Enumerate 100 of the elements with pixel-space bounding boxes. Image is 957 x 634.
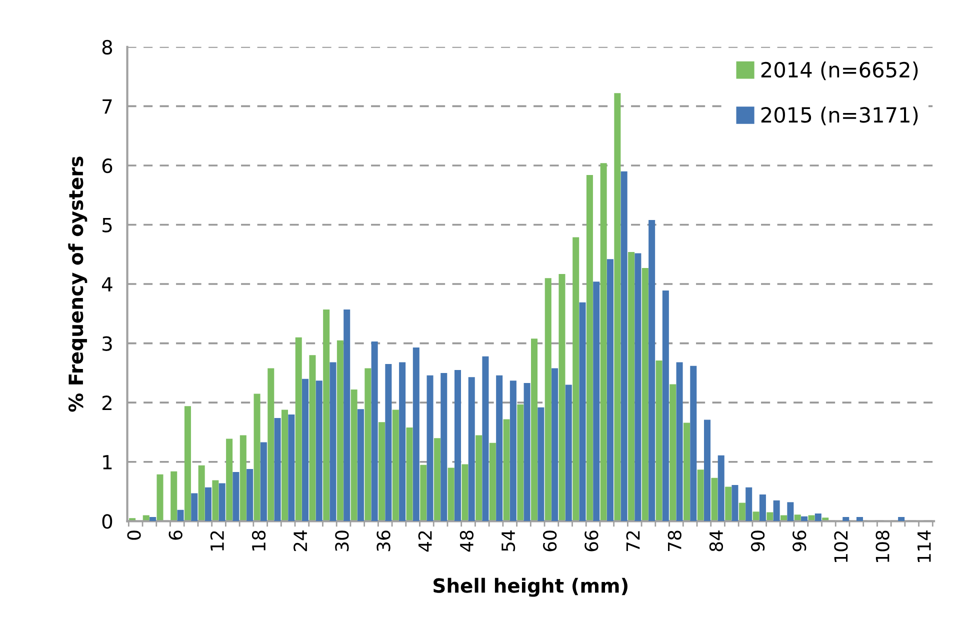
bar — [704, 420, 711, 522]
bar — [156, 474, 164, 522]
bar — [399, 362, 406, 522]
bar — [357, 409, 364, 522]
bar — [517, 404, 524, 522]
bar — [170, 471, 178, 522]
x-tick-label: 24 — [294, 530, 307, 552]
bar — [670, 384, 676, 522]
y-tick-label: 6 — [102, 158, 112, 174]
bar — [454, 370, 461, 522]
y-tick-label: 3 — [102, 336, 112, 351]
bar — [683, 422, 690, 522]
bar — [489, 442, 496, 522]
x-tick-label: 6 — [168, 530, 182, 540]
bar — [378, 422, 386, 522]
bar — [606, 259, 614, 522]
bar — [392, 410, 399, 522]
y-tick-label: 1 — [103, 455, 112, 470]
bar — [690, 366, 697, 522]
bar — [434, 438, 440, 522]
y-tick-label: 7 — [102, 99, 112, 114]
bar — [336, 340, 344, 522]
y-tick-label: 0 — [102, 514, 112, 529]
x-tick-label: 12 — [210, 531, 224, 550]
bar — [476, 435, 482, 522]
bar — [420, 464, 427, 522]
bar — [634, 253, 642, 522]
bar — [600, 163, 607, 522]
bar — [620, 171, 628, 522]
x-tick-label: 36 — [376, 530, 390, 552]
bar — [565, 384, 572, 522]
bar — [330, 362, 336, 522]
x-tick-label: 72 — [626, 531, 640, 551]
bar — [558, 274, 566, 522]
bar — [856, 517, 863, 522]
x-tick-label: 30 — [335, 530, 349, 552]
bar — [240, 435, 246, 522]
x-tick-label: 18 — [252, 530, 266, 550]
bar — [725, 486, 732, 522]
x-tick-label: 114 — [918, 530, 931, 562]
bar — [842, 517, 850, 522]
y-tick-label: 2 — [102, 396, 112, 410]
bar — [503, 419, 510, 522]
x-tick-label: 84 — [709, 530, 724, 552]
bar — [184, 406, 191, 522]
bar — [538, 407, 544, 522]
bar — [524, 383, 530, 522]
bar — [344, 310, 350, 522]
bar — [426, 375, 434, 522]
bar — [531, 338, 538, 522]
bar — [552, 368, 558, 522]
bar — [898, 517, 905, 522]
x-tick-label: 102 — [834, 531, 848, 562]
y-axis-title: % Frequency of oysters — [68, 156, 88, 412]
bar — [371, 342, 378, 522]
bar — [274, 418, 281, 522]
bar — [448, 468, 454, 522]
bar — [412, 347, 420, 522]
bar — [614, 93, 621, 522]
bar — [288, 414, 295, 522]
bar — [440, 372, 448, 522]
bar — [711, 478, 718, 522]
bar — [482, 356, 489, 522]
bar — [697, 470, 704, 522]
x-tick-label: 42 — [418, 531, 432, 552]
bar — [309, 355, 316, 522]
bar — [406, 427, 413, 522]
bar — [198, 465, 205, 522]
bar — [246, 468, 254, 522]
bar — [642, 268, 648, 522]
bar — [808, 515, 815, 522]
bar — [787, 502, 794, 522]
x-tick-label: 66 — [584, 530, 598, 552]
x-tick-label: 96 — [792, 530, 806, 552]
bar — [759, 494, 766, 522]
x-axis-title: Shell height (mm) — [434, 578, 628, 597]
bar — [316, 380, 322, 522]
bar — [718, 455, 724, 522]
bar — [232, 472, 240, 522]
bar — [204, 487, 212, 522]
legend-label: 2014 (n=6652) — [761, 62, 918, 80]
bar — [260, 442, 267, 522]
bar — [281, 410, 288, 522]
y-tick-label: 5 — [102, 218, 112, 232]
bar — [801, 516, 808, 522]
bar — [295, 337, 302, 522]
x-tick-label: 108 — [876, 530, 890, 562]
bar — [662, 290, 669, 522]
x-tick-label: 0 — [127, 530, 141, 540]
bar — [676, 362, 683, 522]
bar — [212, 480, 219, 522]
bar — [323, 310, 330, 522]
bar — [462, 464, 468, 522]
bar — [773, 500, 780, 522]
bar — [385, 364, 392, 522]
y-tick-label: 8 — [102, 40, 112, 55]
bar — [746, 487, 752, 522]
bar — [814, 513, 822, 522]
bar — [544, 278, 552, 522]
bar — [191, 493, 198, 522]
